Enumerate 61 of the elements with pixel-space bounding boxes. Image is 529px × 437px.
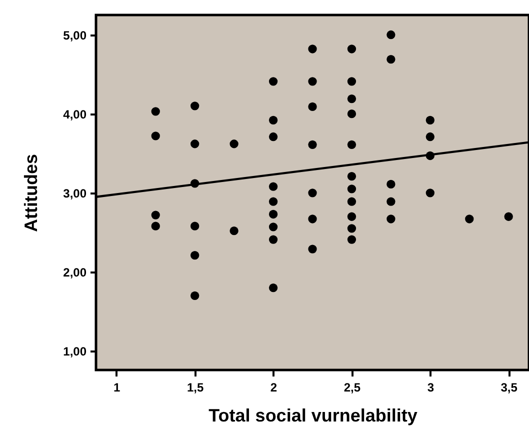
point [268, 222, 278, 232]
point [386, 54, 396, 64]
point [308, 102, 317, 112]
point [504, 212, 513, 221]
point [151, 210, 160, 220]
point [386, 197, 396, 206]
point [268, 235, 278, 244]
point [190, 102, 200, 110]
point [347, 140, 356, 149]
point [347, 224, 356, 233]
x-axis-title: Total social vurnelability [208, 406, 418, 426]
point [190, 140, 200, 148]
point [230, 226, 238, 236]
point [347, 184, 356, 194]
point [268, 197, 278, 206]
point [190, 251, 200, 260]
y-tick-label: 1,00 [63, 344, 87, 359]
point [190, 291, 200, 300]
point [308, 214, 317, 224]
y-tick-label: 5,00 [63, 28, 87, 42]
x-tick-label: 1 [114, 380, 121, 394]
point [308, 140, 317, 149]
point [347, 172, 356, 181]
point [347, 94, 356, 104]
point [268, 182, 278, 191]
x-tick-label: 1,5 [186, 380, 204, 394]
point [347, 197, 356, 206]
point [268, 132, 278, 142]
x-tick-label: 2 [270, 380, 278, 394]
point [347, 110, 356, 118]
point [347, 212, 356, 221]
y-tick-label: 2,00 [63, 265, 87, 280]
point [268, 77, 278, 86]
point [426, 188, 434, 198]
x-tick-label: 3,5 [500, 380, 518, 394]
point [308, 244, 317, 254]
point [347, 235, 356, 244]
point [268, 116, 278, 124]
point [151, 132, 160, 140]
point [308, 77, 317, 86]
point [190, 222, 200, 230]
x-tick-label: 2,5 [344, 380, 361, 394]
point [230, 140, 238, 148]
point [151, 222, 160, 230]
y-tick-label: 3,00 [63, 186, 87, 200]
point [308, 44, 317, 54]
point [151, 107, 160, 116]
point [465, 214, 474, 224]
x-tick-label: 3 [427, 380, 434, 394]
point [386, 214, 396, 224]
y-tick-label: 4,00 [63, 107, 87, 122]
point [386, 180, 396, 189]
point [268, 210, 278, 219]
y-axis-title: Attitudes [21, 154, 42, 232]
point [386, 30, 396, 40]
point [347, 77, 356, 86]
point [347, 44, 356, 54]
point [426, 116, 434, 124]
point [308, 188, 317, 198]
point [268, 283, 278, 292]
point [426, 132, 434, 142]
